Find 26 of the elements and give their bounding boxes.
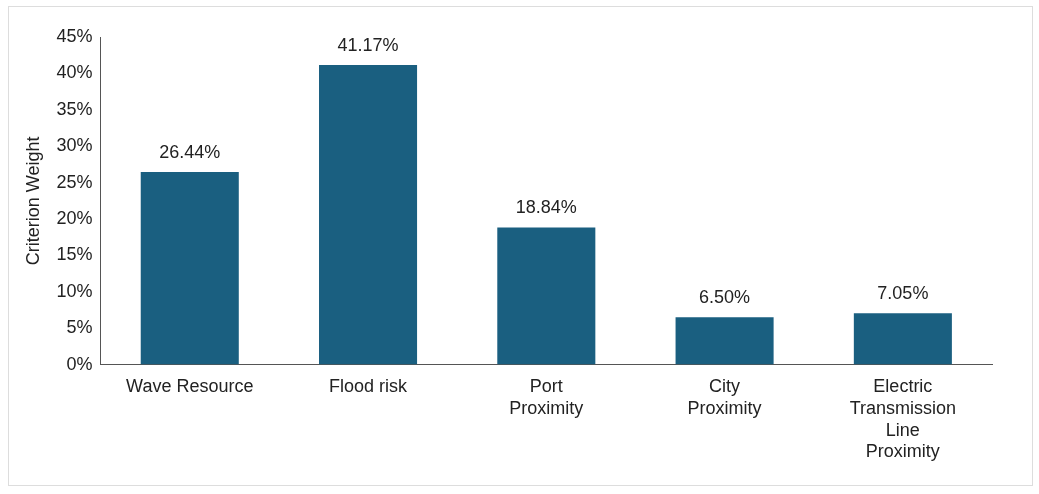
y-tick-label: 40%	[56, 62, 93, 83]
x-tick-label: Wave Resource	[126, 376, 254, 397]
bar	[675, 317, 774, 365]
y-tick-label: 5%	[66, 317, 93, 338]
y-tick-label: 25%	[56, 171, 93, 192]
y-tick-label: 10%	[56, 280, 93, 301]
y-tick-label: 15%	[56, 244, 93, 265]
bar	[140, 172, 239, 365]
y-tick-label: 35%	[56, 98, 93, 119]
y-tick-label: 20%	[56, 207, 93, 228]
data-label: 41.17%	[337, 34, 399, 55]
x-tick-label: City Proximity	[687, 376, 762, 418]
y-tick-label: 0%	[66, 353, 93, 374]
x-tick-label: Electric Transmission Line Proximity	[849, 376, 957, 462]
data-label: 26.44%	[159, 142, 221, 163]
bar	[497, 227, 596, 365]
data-label: 18.84%	[515, 197, 577, 218]
data-label: 7.05%	[877, 283, 929, 304]
bar	[319, 64, 418, 365]
y-tick-label: 30%	[56, 135, 93, 156]
y-tick-label: 45%	[56, 25, 93, 46]
y-axis-title: Criterion Weight	[22, 136, 43, 266]
data-label: 6.50%	[699, 287, 751, 308]
x-tick-label: Flood risk	[329, 376, 409, 397]
bar	[853, 313, 952, 365]
x-tick-label: Port Proximity	[509, 376, 584, 418]
